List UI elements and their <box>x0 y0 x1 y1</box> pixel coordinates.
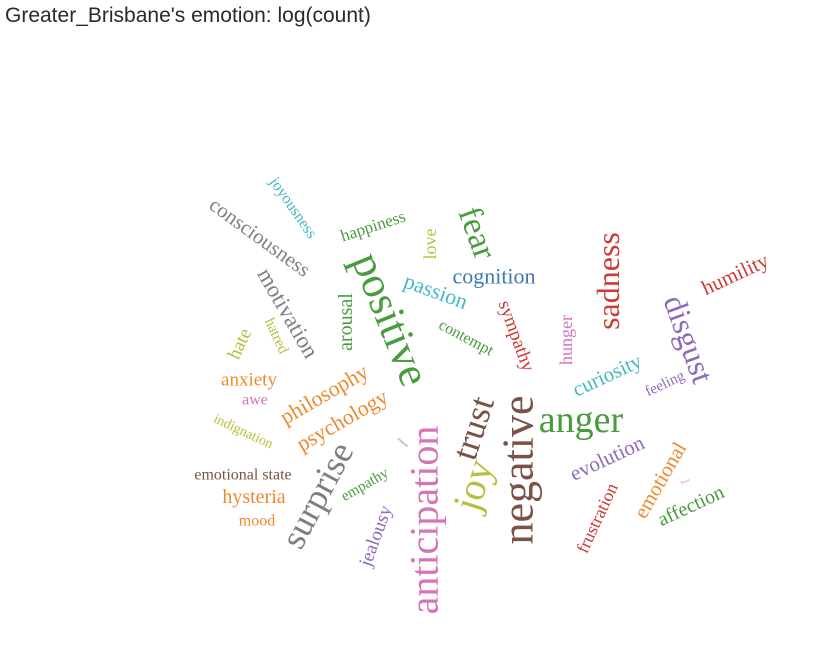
word-anxiety: anxiety <box>221 370 277 391</box>
word-sympathy: sympathy <box>493 298 538 375</box>
word-emotional-state: emotional state <box>194 467 291 484</box>
word-indignation: indignation <box>211 412 275 453</box>
word-feeling: feeling <box>643 368 688 400</box>
word-anger: anger <box>539 399 624 441</box>
chart-title: Greater_Brisbane's emotion: log(count) <box>5 4 371 27</box>
word-sadness: sadness <box>590 232 626 330</box>
word-jealousy: jealousy <box>355 502 397 570</box>
word-frustration: frustration <box>572 480 622 556</box>
word-happiness: happiness <box>338 207 408 246</box>
word-disgust: disgust <box>657 290 722 388</box>
word-cognition: cognition <box>452 264 535 289</box>
word-negative: negative <box>494 395 543 544</box>
word-curiosity: curiosity <box>569 348 646 401</box>
word-mood: mood <box>239 513 275 530</box>
word-love: love <box>420 228 440 259</box>
word-humility: humility <box>698 248 773 300</box>
word-awe: awe <box>242 392 268 409</box>
word-hunger: hunger <box>556 315 576 365</box>
word-desire: desire <box>680 477 691 485</box>
word-anticipation: anticipation <box>402 426 447 615</box>
word-fear: fear <box>451 202 504 265</box>
word-hate: hate <box>224 325 256 363</box>
word-contempt: contempt <box>436 317 497 360</box>
word-arousal: arousal <box>335 293 357 351</box>
word-hysteria: hysteria <box>222 486 285 508</box>
